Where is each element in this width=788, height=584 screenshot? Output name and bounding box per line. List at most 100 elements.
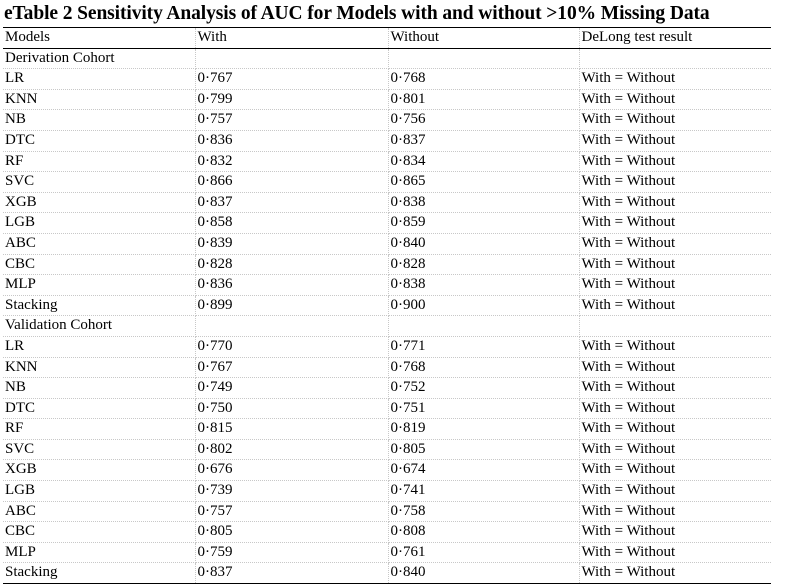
delong-cell: With = Without [578, 68, 771, 90]
without-cell: 0·834 [387, 150, 580, 173]
without-cell: 0·756 [387, 109, 580, 131]
table-row: KNN 0·799 0·801 With = Without [3, 88, 771, 111]
without-cell: 0·837 [387, 129, 580, 152]
delong-cell: With = Without [578, 232, 771, 255]
model-cell: CBC [3, 521, 196, 543]
delong-cell: With = Without [578, 418, 771, 440]
table-row: CBC 0·828 0·828 With = Without [3, 253, 771, 276]
table-row: SVC 0·802 0·805 With = Without [3, 438, 771, 461]
without-cell: 0·828 [387, 253, 580, 276]
with-cell: 0·837 [194, 562, 389, 584]
without-cell: 0·752 [387, 377, 580, 399]
model-cell: LR [3, 68, 196, 90]
delong-cell: With = Without [578, 88, 771, 111]
table-row: SVC 0·866 0·865 With = Without [3, 171, 771, 193]
table-row: XGB 0·837 0·838 With = Without [3, 191, 771, 214]
empty-cell [387, 47, 580, 70]
without-cell: 0·768 [387, 68, 580, 90]
model-cell: DTC [3, 397, 196, 420]
table-row: ABC 0·839 0·840 With = Without [3, 232, 771, 255]
without-cell: 0·761 [387, 541, 580, 564]
with-cell: 0·757 [194, 500, 389, 523]
table-row: CBC 0·805 0·808 With = Without [3, 521, 771, 543]
table-row: LR 0·770 0·771 With = Without [3, 335, 771, 358]
model-cell: SVC [3, 438, 196, 461]
model-cell: ABC [3, 232, 196, 255]
empty-cell [578, 47, 771, 70]
header-models: Models [3, 27, 196, 49]
delong-cell: With = Without [578, 521, 771, 543]
table-row: RF 0·815 0·819 With = Without [3, 418, 771, 440]
delong-cell: With = Without [578, 541, 771, 564]
header-row: Models With Without DeLong test result [3, 27, 771, 49]
delong-cell: With = Without [578, 212, 771, 234]
with-cell: 0·802 [194, 438, 389, 461]
with-cell: 0·767 [194, 68, 389, 90]
model-cell: RF [3, 418, 196, 440]
delong-cell: With = Without [578, 335, 771, 358]
delong-cell: With = Without [578, 377, 771, 399]
with-cell: 0·759 [194, 541, 389, 564]
with-cell: 0·767 [194, 356, 389, 379]
model-cell: LGB [3, 480, 196, 502]
with-cell: 0·839 [194, 232, 389, 255]
section-row: Derivation Cohort [3, 47, 771, 70]
without-cell: 0·859 [387, 212, 580, 234]
model-cell: Stacking [3, 294, 196, 317]
empty-cell [194, 315, 389, 337]
without-cell: 0·838 [387, 191, 580, 214]
section-label: Validation Cohort [3, 315, 196, 337]
with-cell: 0·749 [194, 377, 389, 399]
without-cell: 0·900 [387, 294, 580, 317]
with-cell: 0·757 [194, 109, 389, 131]
with-cell: 0·750 [194, 397, 389, 420]
delong-cell: With = Without [578, 480, 771, 502]
model-cell: MLP [3, 274, 196, 296]
model-cell: XGB [3, 191, 196, 214]
table-body: Derivation Cohort LR 0·767 0·768 With = With… [3, 47, 771, 584]
model-cell: DTC [3, 129, 196, 152]
header-with: With [194, 27, 389, 49]
table-row: Stacking 0·899 0·900 With = Without [3, 294, 771, 317]
table-row: LGB 0·739 0·741 With = Without [3, 480, 771, 502]
section-row: Validation Cohort [3, 315, 771, 337]
empty-cell [194, 47, 389, 70]
with-cell: 0·805 [194, 521, 389, 543]
model-cell: Stacking [3, 562, 196, 584]
empty-cell [387, 315, 580, 337]
table-row: RF 0·832 0·834 With = Without [3, 150, 771, 173]
table-row: DTC 0·750 0·751 With = Without [3, 397, 771, 420]
without-cell: 0·674 [387, 459, 580, 482]
model-cell: KNN [3, 88, 196, 111]
without-cell: 0·741 [387, 480, 580, 502]
model-cell: LR [3, 335, 196, 358]
model-cell: LGB [3, 212, 196, 234]
with-cell: 0·899 [194, 294, 389, 317]
table-row: ABC 0·757 0·758 With = Without [3, 500, 771, 523]
table-row: NB 0·749 0·752 With = Without [3, 377, 771, 399]
with-cell: 0·799 [194, 88, 389, 111]
header-without: Without [387, 27, 580, 49]
table-row: DTC 0·836 0·837 With = Without [3, 129, 771, 152]
table-title: eTable 2 Sensitivity Analysis of AUC for… [4, 3, 710, 24]
delong-cell: With = Without [578, 397, 771, 420]
with-cell: 0·858 [194, 212, 389, 234]
with-cell: 0·739 [194, 480, 389, 502]
table-row: LR 0·767 0·768 With = Without [3, 68, 771, 90]
delong-cell: With = Without [578, 356, 771, 379]
without-cell: 0·805 [387, 438, 580, 461]
delong-cell: With = Without [578, 171, 771, 193]
model-cell: ABC [3, 500, 196, 523]
model-cell: CBC [3, 253, 196, 276]
model-cell: XGB [3, 459, 196, 482]
with-cell: 0·770 [194, 335, 389, 358]
delong-cell: With = Without [578, 129, 771, 152]
model-cell: MLP [3, 541, 196, 564]
without-cell: 0·771 [387, 335, 580, 358]
with-cell: 0·837 [194, 191, 389, 214]
model-cell: KNN [3, 356, 196, 379]
without-cell: 0·801 [387, 88, 580, 111]
with-cell: 0·836 [194, 129, 389, 152]
model-cell: NB [3, 377, 196, 399]
delong-cell: With = Without [578, 150, 771, 173]
